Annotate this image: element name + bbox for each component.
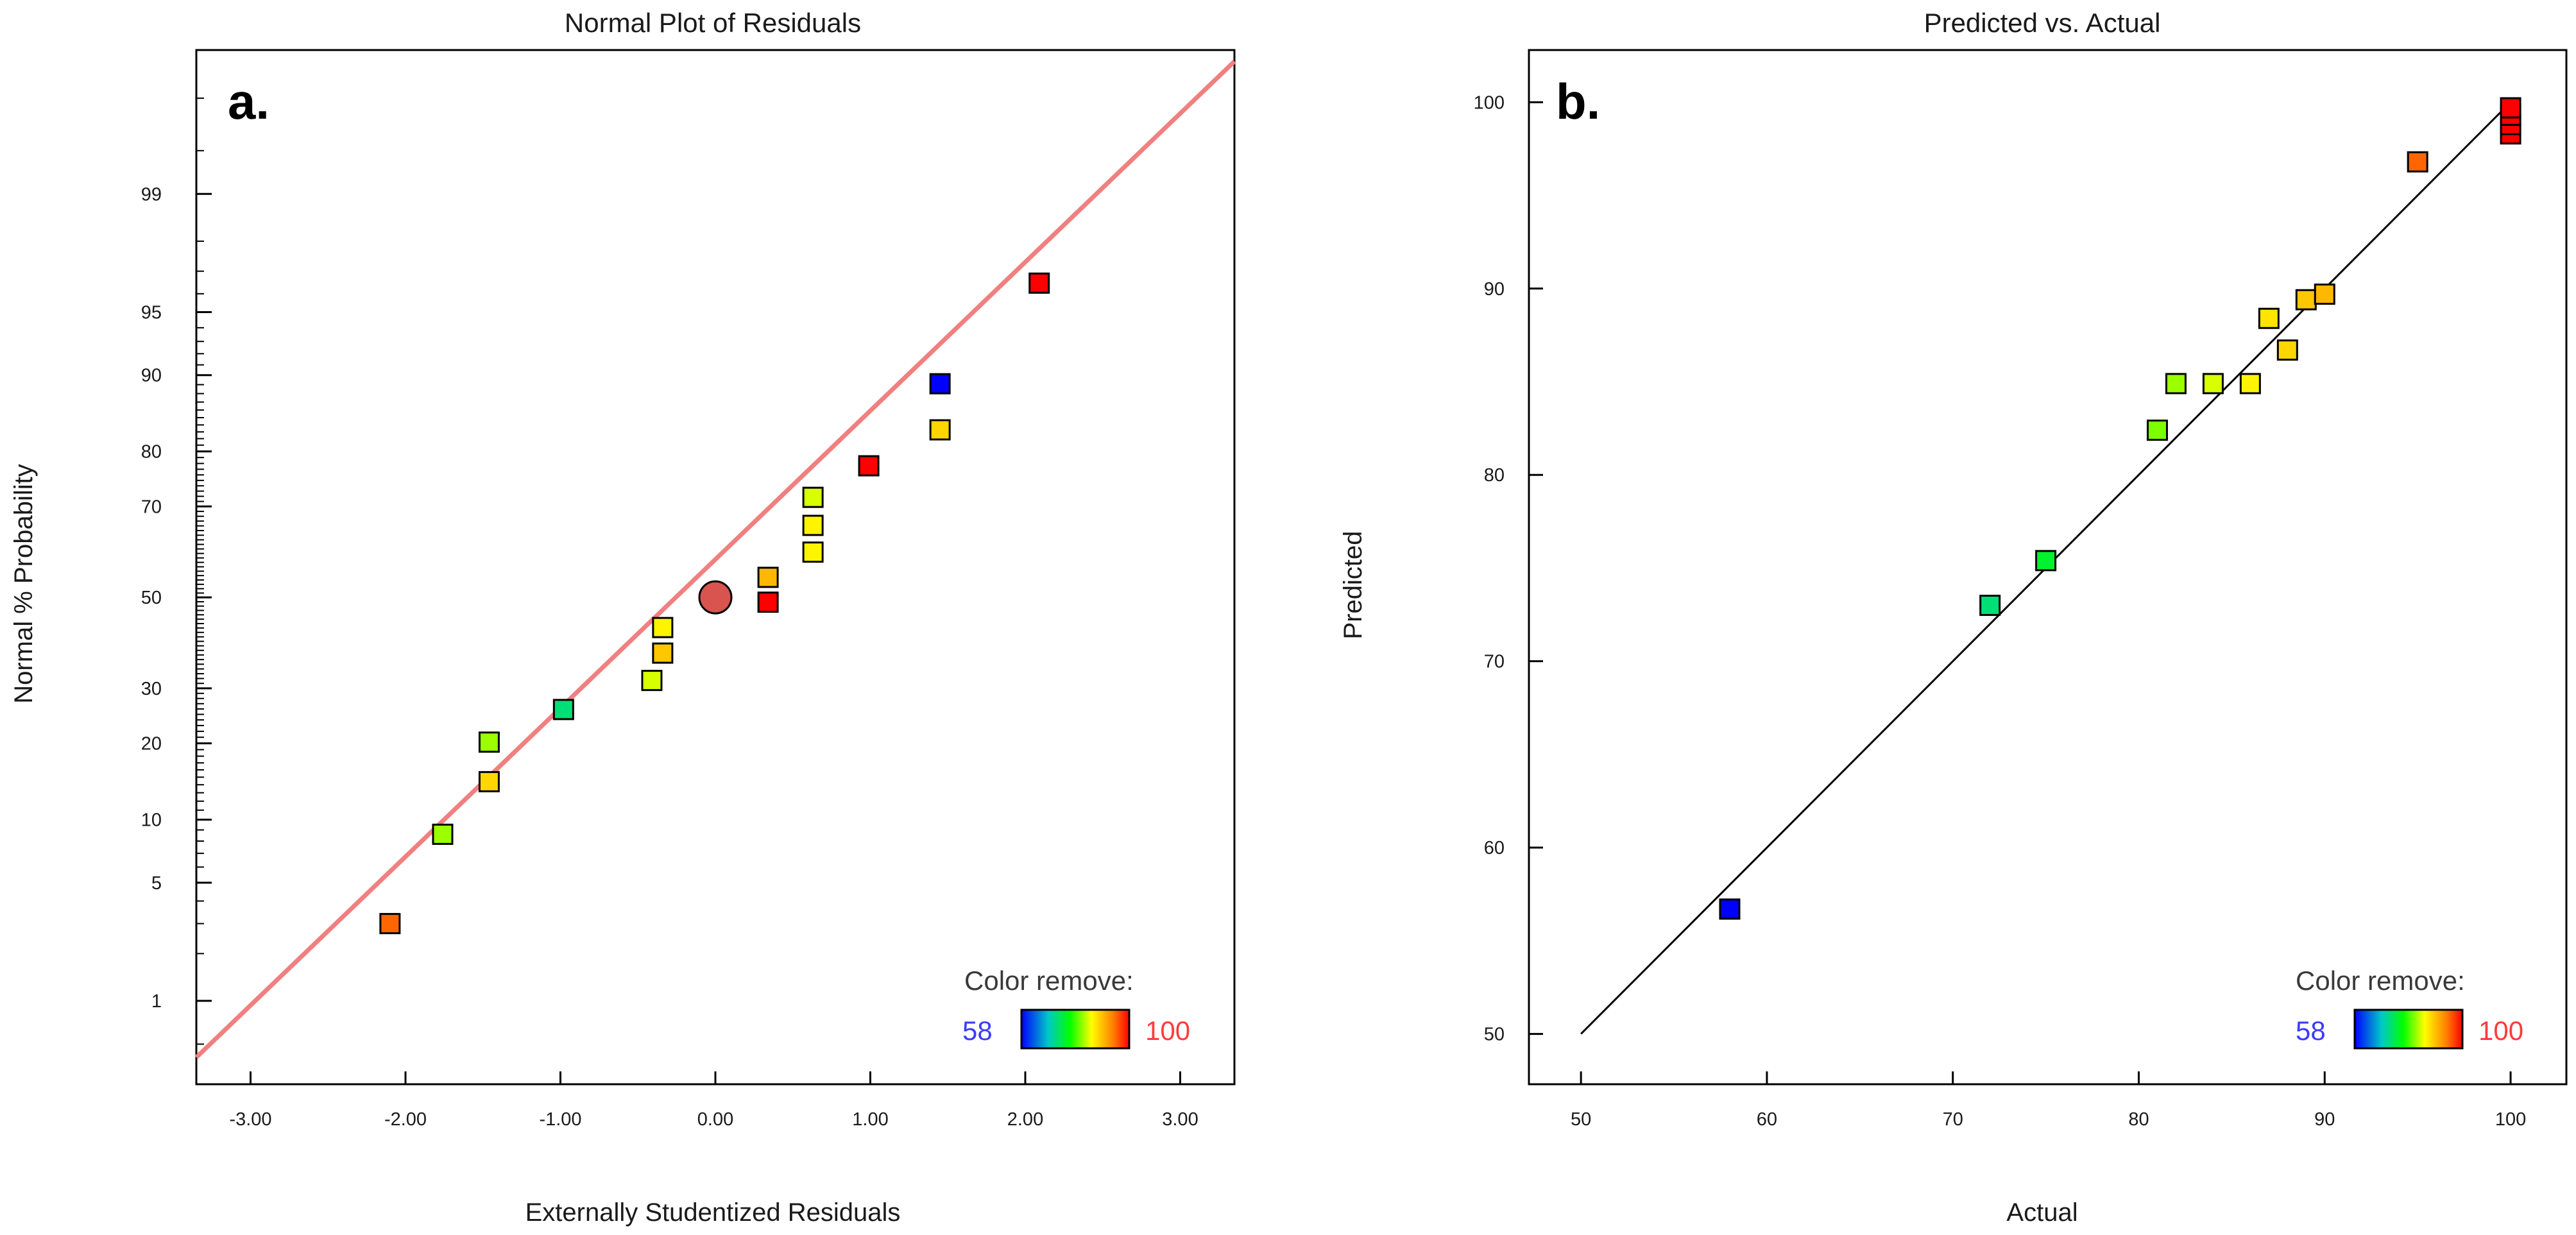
chart-a-data-point (641, 670, 663, 692)
chart-b-legend-title: Color remove: (2296, 966, 2465, 996)
chart-b-data-point (2276, 339, 2298, 361)
chart-a-data-point (757, 566, 779, 588)
chart-a-y-tick-label: 99 (141, 184, 162, 205)
chart-b-x-tick-label: 100 (2495, 1109, 2526, 1130)
chart-b-y-ticks: 50 60 70 80 90 100 (1474, 92, 1543, 1045)
chart-a-x-tick-label: -2.00 (384, 1109, 427, 1130)
chart-a-data-point (478, 731, 500, 753)
chart-a-data-point (802, 486, 824, 508)
chart-a-legend-title: Color remove: (964, 966, 1134, 996)
chart-b-x-ticks: 50 60 70 80 90 100 (1571, 1071, 2526, 1130)
chart-b-y-tick-label: 50 (1484, 1025, 1505, 1045)
chart-a-x-tick-label: 3.00 (1162, 1109, 1198, 1130)
chart-a-legend-colorbar (1020, 1009, 1130, 1050)
chart-b-data-point (2258, 307, 2280, 329)
chart-b-legend: Color remove: 58 100 (2296, 966, 2523, 1050)
chart-a-fit-line (194, 60, 1236, 1059)
chart-a-data-point (552, 699, 574, 720)
chart-b-legend-max: 100 (2478, 1016, 2523, 1046)
chart-a-legend: Color remove: 58 100 (962, 966, 1190, 1050)
chart-a-data-point (652, 617, 674, 638)
chart-a-y-tick-label: 10 (141, 810, 162, 831)
chart-a-y-tick-label: 5 (151, 873, 162, 894)
chart-b-data-point (2314, 283, 2335, 305)
chart-b-legend-colorbar (2353, 1009, 2464, 1050)
chart-b-data-point (2239, 373, 2261, 395)
chart-a-y-tick-label: 80 (141, 442, 162, 463)
chart-a-legend-min: 58 (962, 1016, 993, 1046)
chart-a-data-point (757, 592, 779, 613)
chart-a-x-tick-label: -3.00 (229, 1109, 271, 1130)
chart-a-panel-label: a. (228, 73, 269, 130)
chart-a-x-tick-label: -1.00 (539, 1109, 581, 1130)
chart-a-plot-frame (195, 49, 1236, 1086)
chart-a-y-tick-label: 90 (141, 366, 162, 386)
chart-b-data-point (2295, 289, 2317, 311)
chart-b-y-tick-label: 100 (1474, 92, 1505, 113)
chart-a-y-tick-label: 1 (151, 991, 162, 1012)
chart-a-data-point (379, 913, 401, 935)
chart-b-legend-min: 58 (2296, 1016, 2326, 1046)
chart-b-y-axis-label: Predicted (1339, 531, 1367, 640)
chart-b-x-tick-label: 90 (2314, 1109, 2335, 1130)
chart-b-data-point (2165, 373, 2187, 395)
chart-b-x-tick-label: 80 (2128, 1109, 2149, 1130)
chart-a-data-point (1028, 272, 1050, 294)
chart-b-x-axis-label: Actual (2006, 1198, 2077, 1227)
chart-a-x-axis-label: Externally Studentized Residuals (525, 1198, 901, 1227)
chart-b-data-point (2035, 550, 2057, 572)
chart-b-y-tick-label: 90 (1484, 279, 1505, 300)
chart-a-points (379, 272, 1050, 935)
chart-b-data-point (2202, 373, 2224, 395)
chart-a-data-point (478, 771, 500, 792)
chart-a-y-minor-ticks (196, 98, 204, 1045)
chart-a-y-axis-label: Normal % Probability (10, 464, 38, 703)
chart-a-x-ticks: -3.00 -2.00 -1.00 0.00 1.00 2.00 3.00 (229, 1071, 1198, 1130)
chart-a-y-tick-label: 70 (141, 497, 162, 517)
chart-b-x-tick-label: 70 (1943, 1109, 1963, 1130)
chart-a-data-point (858, 455, 880, 477)
chart-b-data-point (1979, 595, 2001, 617)
chart-b-points (1719, 97, 2521, 920)
chart-a-data-point (802, 541, 824, 563)
chart-b-title: Predicted vs. Actual (1924, 8, 2161, 38)
chart-a-data-point (652, 642, 674, 664)
panel-a-normal-plot: Normal Plot of Residuals a. 1 5 10 20 30 50 70… (10, 8, 1236, 1227)
chart-b-data-point (2500, 97, 2521, 119)
chart-a-x-tick-label: 1.00 (852, 1109, 888, 1130)
chart-a-y-tick-label: 20 (141, 734, 162, 754)
chart-a-y-tick-label: 95 (141, 302, 162, 323)
chart-b-x-tick-label: 60 (1757, 1109, 1777, 1130)
chart-a-title: Normal Plot of Residuals (565, 8, 861, 38)
chart-a-x-tick-label: 2.00 (1007, 1109, 1043, 1130)
chart-a-y-ticks: 1 5 10 20 30 50 70 80 90 95 99 (141, 184, 212, 1012)
chart-b-y-tick-label: 60 (1484, 838, 1505, 858)
chart-b-y-tick-label: 70 (1484, 652, 1505, 672)
chart-b-data-point (2407, 151, 2428, 173)
chart-b-y-tick-label: 80 (1484, 465, 1505, 486)
chart-a-data-point (929, 373, 951, 395)
chart-a-y-tick-label: 50 (141, 588, 162, 608)
chart-b-data-point (2146, 420, 2168, 441)
chart-a-data-point (929, 419, 951, 441)
chart-b-x-tick-label: 50 (1571, 1109, 1591, 1130)
chart-b-data-point (1719, 898, 1741, 920)
chart-a-x-tick-label: 0.00 (697, 1109, 733, 1130)
chart-a-center-marker (698, 580, 733, 615)
chart-b-plot-frame (1528, 49, 2568, 1086)
chart-a-legend-max: 100 (1145, 1016, 1190, 1046)
chart-a-data-point (432, 823, 454, 845)
chart-a-data-point (802, 515, 824, 536)
chart-b-panel-label: b. (1556, 73, 1600, 130)
panel-b-predicted-vs-actual: Predicted vs. Actual b. 50 60 70 80 90 100 50… (1339, 8, 2568, 1227)
chart-a-y-tick-label: 30 (141, 679, 162, 699)
